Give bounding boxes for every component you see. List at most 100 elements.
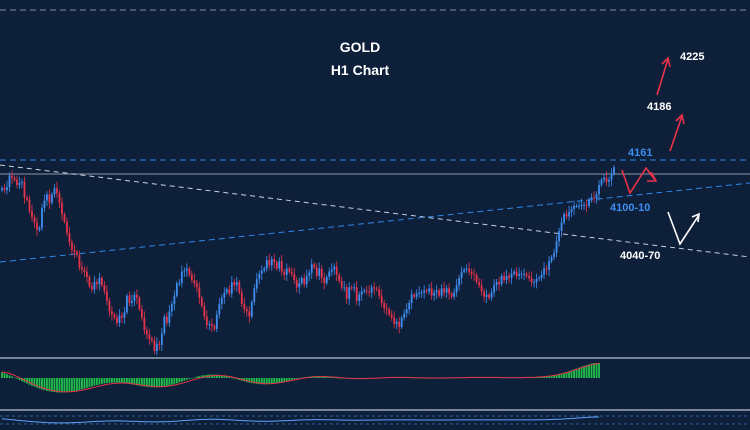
- macd-bar: [78, 378, 81, 390]
- macd-bar: [248, 378, 251, 383]
- candle-body: [23, 181, 26, 198]
- candle-body: [76, 251, 78, 255]
- candle-body: [335, 266, 338, 275]
- candle-body: [138, 297, 141, 310]
- candle-body: [53, 188, 56, 195]
- macd-bar: [188, 378, 191, 379]
- macd-bar: [263, 378, 266, 385]
- macd-bar: [58, 378, 61, 393]
- candle-body: [288, 268, 291, 272]
- macd-bar: [51, 378, 53, 392]
- candle-body: [510, 273, 513, 278]
- candle-body: [218, 304, 221, 315]
- macd-bar: [233, 378, 236, 379]
- macd-bar: [133, 378, 136, 385]
- macd-bar: [145, 378, 148, 387]
- candle-body: [553, 252, 555, 258]
- macd-bar: [325, 376, 328, 378]
- candle-body: [428, 288, 431, 292]
- candle-body: [31, 211, 33, 218]
- candle-body: [560, 222, 563, 231]
- candle-body: [263, 268, 266, 271]
- macd-bar: [228, 377, 231, 378]
- macd-bar: [165, 378, 168, 386]
- macd-bar: [150, 378, 153, 388]
- candle-body: [500, 275, 503, 285]
- macd-bar: [103, 378, 106, 384]
- macd-bar: [598, 363, 600, 378]
- candle-body: [225, 289, 228, 293]
- candle-body: [145, 330, 148, 335]
- candle-body: [38, 227, 41, 230]
- candle-body: [380, 295, 383, 303]
- candle-body: [320, 268, 323, 278]
- macd-bar: [38, 378, 41, 389]
- candle-body: [350, 287, 353, 289]
- macd-bar: [280, 378, 283, 383]
- candle-body: [443, 288, 446, 293]
- candle-body: [555, 241, 558, 253]
- target-4225-arrow: [656, 56, 671, 96]
- candle-body: [355, 287, 358, 301]
- candle-body: [260, 270, 263, 274]
- candle-body: [345, 287, 348, 299]
- candle-body: [365, 290, 368, 292]
- candle-body: [210, 323, 213, 326]
- macd-bar: [555, 374, 558, 378]
- macd-bar: [225, 376, 228, 378]
- candle-body: [558, 230, 560, 242]
- macd-bar: [278, 378, 281, 383]
- candle-body: [608, 179, 610, 182]
- candle-body: [603, 177, 605, 180]
- macd-bar: [130, 378, 133, 385]
- candle-body: [543, 268, 545, 275]
- candle-body: [143, 317, 146, 331]
- bearish-path-arrow: [667, 211, 700, 246]
- macd-bar: [558, 374, 560, 378]
- macd-bar: [295, 378, 298, 379]
- candle-body: [363, 290, 366, 292]
- candle-body: [16, 179, 18, 185]
- macd-bar: [91, 378, 93, 387]
- candle-body: [158, 343, 161, 345]
- macd-bar: [563, 372, 565, 378]
- macd-bar: [298, 378, 301, 379]
- macd-bar: [220, 375, 223, 378]
- candle-body: [573, 205, 575, 209]
- macd-bar: [106, 378, 108, 384]
- candle-body: [113, 314, 116, 318]
- candle-body: [468, 268, 471, 272]
- candle-body: [295, 280, 298, 288]
- candle-body: [240, 292, 243, 305]
- macd-bar: [66, 378, 68, 393]
- macd-bar: [218, 375, 221, 378]
- candle-body: [315, 267, 318, 276]
- candle-body: [373, 287, 376, 289]
- candle-body: [175, 283, 178, 296]
- candle-body: [180, 271, 183, 284]
- macd-bar: [3, 373, 6, 378]
- candle-body: [318, 268, 321, 276]
- candle-body: [453, 292, 456, 297]
- macd-bar: [76, 378, 78, 391]
- candle-body: [46, 194, 48, 201]
- macd-bar: [283, 378, 286, 382]
- macd-bar: [8, 375, 11, 378]
- candle-body: [505, 275, 508, 281]
- candle-body: [285, 268, 288, 275]
- macd-bar: [328, 376, 331, 378]
- macd-bar: [268, 378, 271, 385]
- candle-body: [313, 264, 316, 268]
- candle-body: [1, 188, 3, 191]
- macd-bar: [213, 374, 216, 378]
- macd-bar: [330, 376, 333, 378]
- macd-signal-line: [1, 362, 600, 393]
- candle-body: [56, 188, 58, 194]
- candle-body: [340, 281, 343, 288]
- macd-bar: [86, 378, 88, 388]
- macd-bar: [43, 378, 46, 391]
- candle-body: [153, 340, 156, 352]
- candle-body: [13, 177, 16, 180]
- macd-bar: [178, 378, 181, 383]
